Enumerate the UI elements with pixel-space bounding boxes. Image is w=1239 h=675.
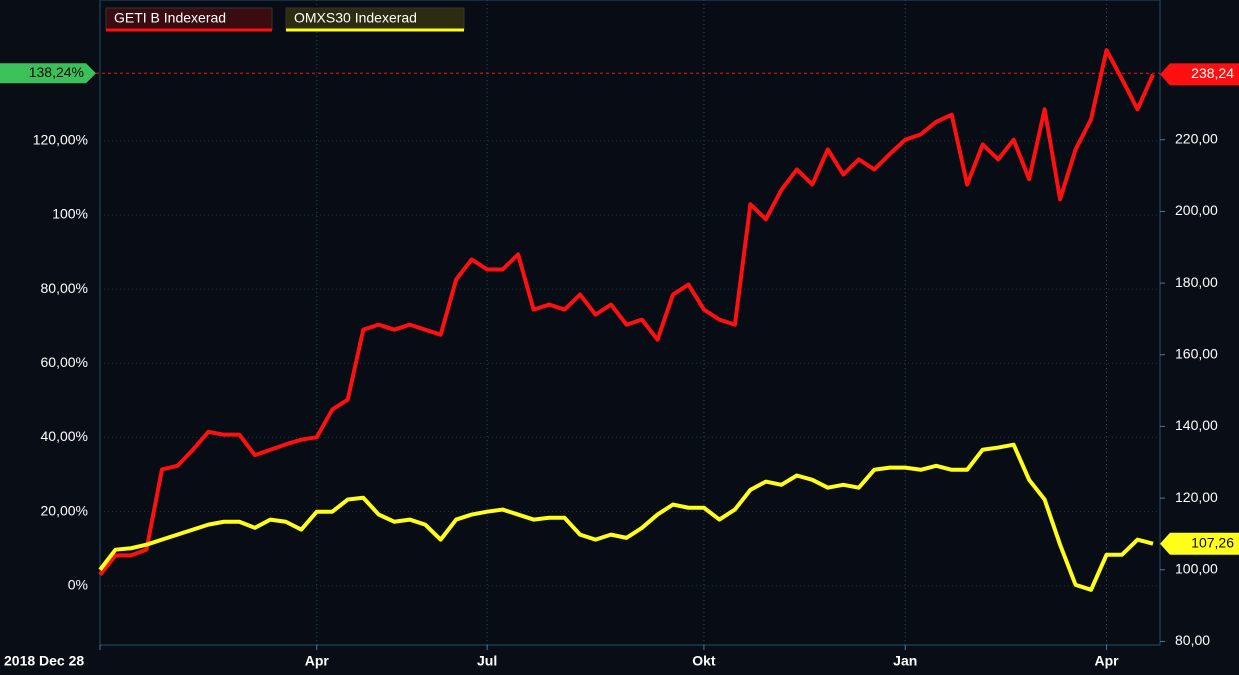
x-tick-label: Apr bbox=[1094, 653, 1119, 669]
y-tick-label: 60,00% bbox=[41, 354, 88, 370]
value-tag bbox=[1160, 532, 1239, 555]
legend-label: GETI B Indexerad bbox=[114, 10, 226, 26]
value-tag-label: 138,24% bbox=[29, 64, 84, 80]
x-tick-label: Jul bbox=[477, 653, 497, 669]
y2-tick-label: 220,00 bbox=[1175, 130, 1218, 146]
series-line bbox=[98, 442, 1154, 592]
series-line bbox=[98, 48, 1155, 577]
y2-tick-label: 200,00 bbox=[1175, 202, 1218, 218]
y-tick-label: 20,00% bbox=[41, 502, 88, 518]
y2-tick-label: 120,00 bbox=[1175, 489, 1218, 505]
y-tick-label: 100% bbox=[52, 206, 88, 222]
y2-tick-label: 80,00 bbox=[1175, 632, 1210, 648]
y2-tick-label: 100,00 bbox=[1175, 560, 1218, 576]
x-tick-label: Jan bbox=[893, 653, 917, 669]
x-tick-label: 2018 Dec 28 bbox=[4, 653, 84, 669]
value-tag bbox=[0, 63, 96, 84]
legend-label: OMXS30 Indexerad bbox=[294, 10, 417, 26]
y-tick-label: 80,00% bbox=[41, 280, 88, 296]
y-tick-label: 40,00% bbox=[41, 428, 88, 444]
y-tick-label: 120,00% bbox=[33, 132, 88, 148]
value-tag-label: 107,26 bbox=[1191, 534, 1234, 550]
x-tick-label: Apr bbox=[305, 653, 330, 669]
x-tick-label: Okt bbox=[692, 653, 716, 669]
value-tag bbox=[1160, 63, 1239, 86]
y-tick-label: 0% bbox=[68, 576, 88, 592]
y2-tick-label: 160,00 bbox=[1175, 345, 1218, 361]
y2-tick-label: 140,00 bbox=[1175, 417, 1218, 433]
y2-tick-label: 180,00 bbox=[1175, 274, 1218, 290]
value-tag-label: 238,24 bbox=[1191, 65, 1234, 81]
